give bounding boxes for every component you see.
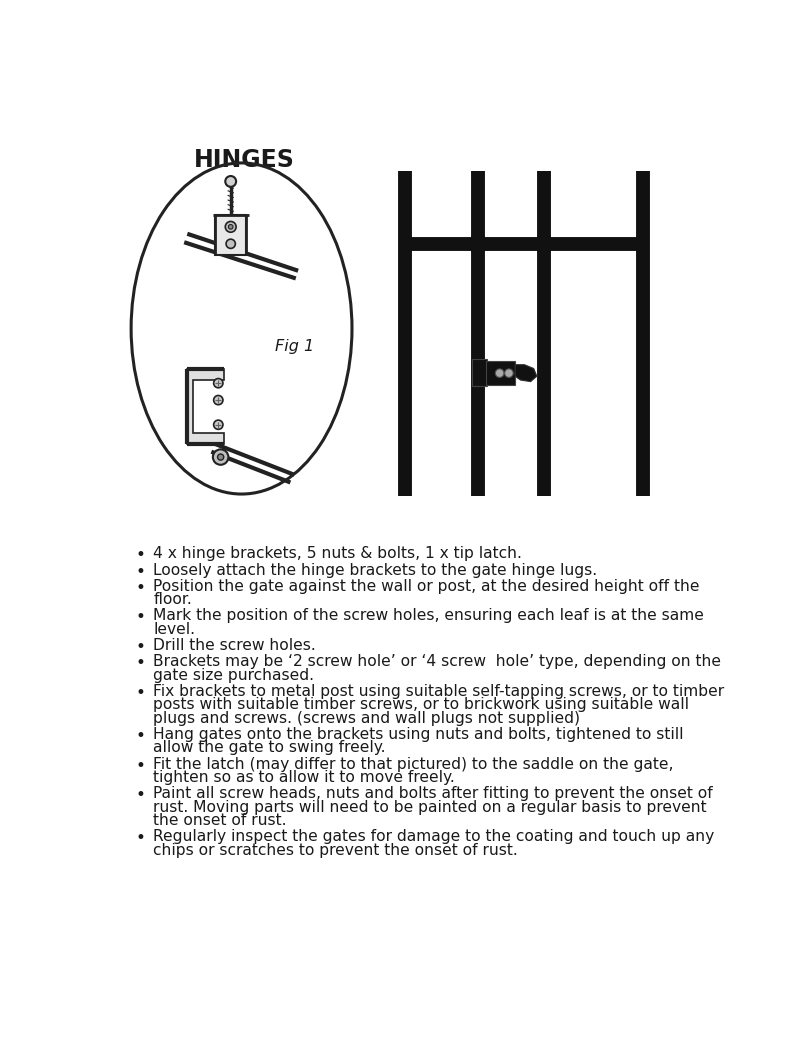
Text: 4 x hinge brackets, 5 nuts & bolts, 1 x tip latch.: 4 x hinge brackets, 5 nuts & bolts, 1 x … [153,546,521,561]
Text: •: • [135,786,145,805]
Text: •: • [135,562,145,581]
Bar [485,361,515,386]
Text: Brackets may be ‘2 screw hole’ or ‘4 screw  hole’ type, depending on the: Brackets may be ‘2 screw hole’ or ‘4 scr… [153,654,720,669]
Text: plugs and screws. (screws and wall plugs not supplied): plugs and screws. (screws and wall plugs… [153,710,580,726]
Text: •: • [135,727,145,745]
Text: •: • [135,830,145,847]
Text: Mark the position of the screw holes, ensuring each leaf is at the same: Mark the position of the screw holes, en… [153,609,703,623]
Text: level.: level. [153,622,195,637]
Text: rust. Moving parts will need to be painted on a regular basis to prevent: rust. Moving parts will need to be paint… [153,800,706,815]
Text: Hang gates onto the brackets using nuts and bolts, tightened to still: Hang gates onto the brackets using nuts … [153,727,683,741]
Circle shape [495,369,503,377]
Circle shape [228,225,233,229]
Text: Drill the screw holes.: Drill the screw holes. [153,638,316,653]
Circle shape [214,395,222,404]
Circle shape [214,379,222,388]
Circle shape [504,369,512,377]
Circle shape [218,454,223,460]
Text: Loosely attach the hinge brackets to the gate hinge lugs.: Loosely attach the hinge brackets to the… [153,562,597,578]
Text: •: • [135,638,145,656]
Bar [471,359,487,386]
Text: gate size purchased.: gate size purchased. [153,668,314,682]
Circle shape [226,240,235,249]
Circle shape [225,176,236,187]
Text: Position the gate against the wall or post, at the desired height off the: Position the gate against the wall or po… [153,579,699,594]
Text: Fix brackets to metal post using suitable self-tapping screws, or to timber: Fix brackets to metal post using suitabl… [153,683,724,699]
Text: HINGES: HINGES [194,147,294,171]
Text: •: • [135,683,145,702]
Text: posts with suitable timber screws, or to brickwork using suitable wall: posts with suitable timber screws, or to… [153,697,688,712]
Polygon shape [187,369,224,444]
Text: the onset of rust.: the onset of rust. [153,813,287,829]
Text: •: • [135,609,145,626]
Text: •: • [135,546,145,564]
Text: Fig 1: Fig 1 [275,339,314,354]
Circle shape [225,222,236,232]
Text: allow the gate to swing freely.: allow the gate to swing freely. [153,740,385,755]
Polygon shape [515,365,536,382]
Text: Regularly inspect the gates for damage to the coating and touch up any: Regularly inspect the gates for damage t… [153,830,714,844]
Text: chips or scratches to prevent the onset of rust.: chips or scratches to prevent the onset … [153,843,517,858]
Text: floor.: floor. [153,592,192,608]
Text: tighten so as to allow it to move freely.: tighten so as to allow it to move freely… [153,770,454,785]
Text: Paint all screw heads, nuts and bolts after fitting to prevent the onset of: Paint all screw heads, nuts and bolts af… [153,786,712,802]
Text: Fit the latch (may differ to that pictured) to the saddle on the gate,: Fit the latch (may differ to that pictur… [153,757,673,772]
Circle shape [214,420,222,429]
Circle shape [213,449,228,465]
Text: •: • [135,579,145,596]
Bar [215,216,246,255]
Text: •: • [135,757,145,775]
Text: •: • [135,654,145,672]
